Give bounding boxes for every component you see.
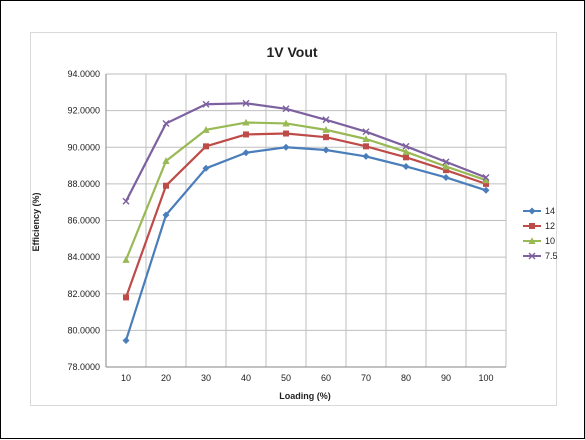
x-tick-label: 50 (281, 373, 291, 383)
legend-item: 10 (523, 236, 555, 246)
series-line (124, 121, 487, 261)
y-tick-label: 90.0000 (67, 142, 100, 152)
x-axis-ticks: 10 20 30 40 50 60 70 80 90 100 (121, 373, 494, 383)
data-point (362, 135, 370, 143)
series-line (125, 102, 487, 202)
legend-label: 12 (545, 221, 555, 231)
data-point (403, 154, 409, 161)
legend-item: 12 (523, 221, 555, 231)
data-point (482, 176, 490, 184)
data-point (442, 162, 450, 170)
x-tick-label: 60 (321, 373, 331, 383)
data-point (283, 130, 289, 137)
x-tick-label: 100 (478, 373, 493, 383)
series-10 (122, 118, 490, 263)
y-tick-label: 94.0000 (67, 69, 100, 79)
data-point (162, 119, 170, 127)
data-point (122, 336, 130, 344)
x-tick-label: 80 (401, 373, 411, 383)
series-line (124, 146, 487, 341)
x-tick-label: 20 (161, 373, 171, 383)
y-tick-label: 84.0000 (67, 252, 100, 262)
data-point (282, 105, 290, 113)
data-point (242, 149, 250, 157)
data-point (322, 146, 330, 154)
data-point (162, 157, 170, 164)
chart-area (30, 32, 557, 406)
y-tick-label: 92.0000 (67, 106, 100, 116)
x-tick-label: 10 (121, 373, 131, 383)
legend-label: 14 (545, 206, 555, 216)
data-point (203, 143, 209, 150)
x-tick-label: 30 (201, 373, 211, 383)
x-axis-title: Loading (%) (279, 391, 331, 401)
data-point (482, 186, 490, 194)
data-point (442, 158, 450, 166)
series-12 (123, 130, 489, 301)
data-point (202, 126, 210, 133)
data-point (442, 173, 450, 181)
series-7.5 (122, 99, 490, 205)
data-point (162, 211, 170, 219)
series-14 (122, 143, 490, 344)
legend-marker (528, 207, 536, 215)
y-tick-label: 80.0000 (67, 325, 100, 335)
x-tick-label: 70 (361, 373, 371, 383)
data-point (122, 256, 130, 263)
legend: 14 12 10 7.5 (523, 206, 558, 261)
data-point (282, 119, 290, 127)
y-tick-label: 86.0000 (67, 216, 100, 226)
data-point (242, 118, 250, 126)
data-point (242, 99, 250, 107)
data-point (443, 167, 449, 174)
data-point (322, 126, 330, 133)
gridlines (105, 73, 507, 368)
y-axis-title: Efficiency (%) (31, 192, 41, 251)
data-point (363, 143, 369, 150)
series-line (124, 132, 487, 298)
data-point (402, 148, 410, 155)
y-tick-label: 88.0000 (67, 179, 100, 189)
x-tick-label: 40 (241, 373, 251, 383)
data-point (323, 134, 329, 141)
data-point (362, 152, 370, 160)
series-group (122, 99, 490, 344)
legend-label: 10 (545, 236, 555, 246)
data-point (362, 128, 370, 136)
data-point (123, 294, 129, 301)
legend-item: 14 (523, 206, 555, 216)
data-point (163, 182, 169, 189)
data-point (202, 100, 210, 108)
data-point (202, 164, 210, 172)
x-tick-label: 90 (441, 373, 451, 383)
data-point (402, 142, 410, 150)
data-point (322, 116, 330, 124)
data-point (122, 197, 130, 205)
legend-marker (528, 252, 536, 260)
legend-item: 7.5 (523, 251, 558, 261)
data-point (482, 173, 490, 181)
data-point (243, 131, 249, 138)
y-axis-ticks: 78.0000 80.0000 82.0000 84.0000 86.0000 88.00… (67, 69, 100, 372)
data-point (282, 143, 290, 151)
legend-marker (528, 237, 536, 244)
legend-label: 7.5 (545, 251, 558, 261)
data-point (402, 162, 410, 170)
chart-title: 1V Vout (266, 44, 317, 60)
y-tick-label: 78.0000 (67, 362, 100, 372)
legend-marker (529, 223, 535, 229)
data-point (483, 180, 489, 187)
y-tick-label: 82.0000 (67, 289, 100, 299)
